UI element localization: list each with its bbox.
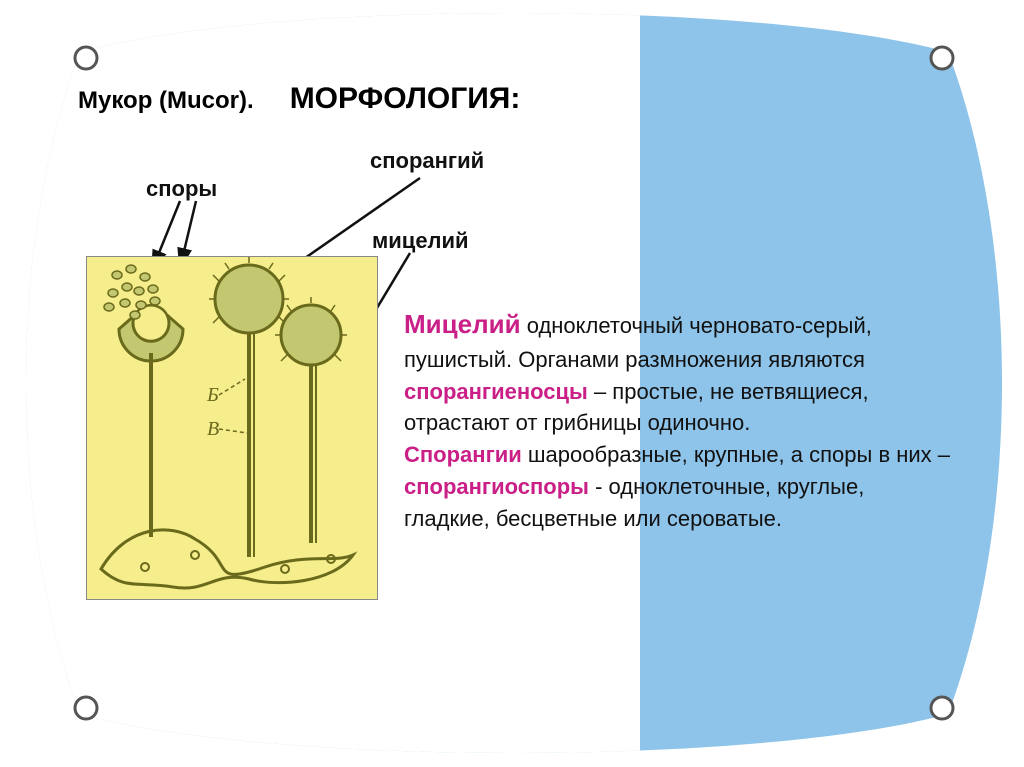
kw-sporangiospores: спорангиоспоры xyxy=(404,474,589,499)
sporangium-head xyxy=(281,305,341,365)
inner-label-b: Б xyxy=(206,384,219,406)
kw-sporangiophores: спорангиеносцы xyxy=(404,379,588,404)
inner-leader xyxy=(219,429,247,433)
kw-sporangia: Спорангии xyxy=(404,442,522,467)
spores-cluster xyxy=(104,265,160,319)
body-text: Мицелий одноклеточный черновато-серый, п… xyxy=(404,306,954,535)
body-seg: шарообразные, крупные, а споры в них – xyxy=(522,442,950,467)
inner-label-v: В xyxy=(207,418,219,440)
mycelium-hole xyxy=(191,551,199,559)
diagram-svg: Б В xyxy=(87,257,379,601)
diagram-box: Б В xyxy=(86,256,378,600)
sporangium-head xyxy=(215,265,283,333)
mycelium-hole xyxy=(281,565,289,573)
mycelium-hole xyxy=(141,563,149,571)
inner-leader xyxy=(219,379,245,395)
kw-mycelium: Мицелий xyxy=(404,309,521,339)
